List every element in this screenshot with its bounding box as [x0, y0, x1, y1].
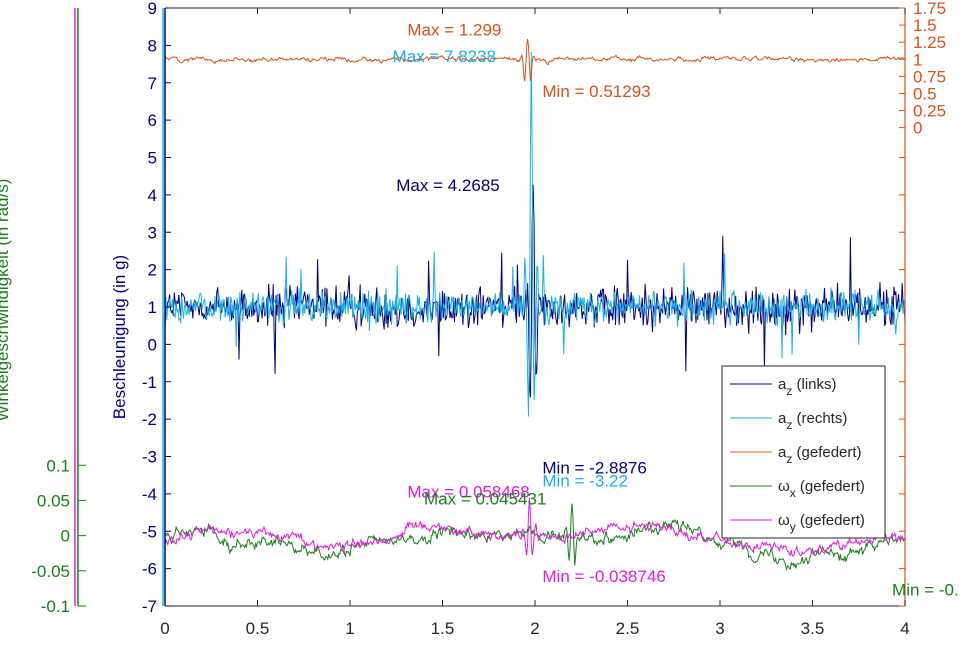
series-line-wy_gefedert: [164, 497, 906, 558]
y-gyro-tick-label: -0.05: [31, 562, 70, 581]
y-gyro-tick-label: 0: [61, 527, 70, 546]
legend-entry: ωy (gefedert): [778, 512, 865, 534]
data-label: Min = 0.51293: [542, 82, 650, 101]
y-gyro-tick-label: -0.1: [41, 597, 70, 616]
x-axis-label: Zeit (in s): [500, 653, 571, 656]
legend-entry: az (links): [778, 376, 837, 398]
y-right-tick-label: 0.25: [913, 102, 946, 121]
data-label: Max = 0.058468: [407, 483, 529, 502]
x-tick-label: 0.5: [246, 619, 270, 638]
y-left-tick-label: -7: [142, 597, 157, 616]
y-left-tick-label: -6: [142, 560, 157, 579]
y-left-tick-label: -2: [142, 410, 157, 429]
y-left-tick-label: 4: [148, 186, 157, 205]
data-label: Min = -2.8876: [542, 458, 646, 477]
legend: az (links) az (rechts) az (gefedert) ωx (ge…: [721, 365, 886, 539]
data-label: Max = 4.2685: [396, 176, 500, 195]
y-left-tick-label: -5: [142, 522, 157, 541]
y-left-tick-label: 6: [148, 111, 157, 130]
y-left-tick-label: 2: [148, 261, 157, 280]
x-tick-label: 2: [530, 619, 539, 638]
y-right-tick-label: 0.75: [913, 67, 946, 86]
series-group: [164, 39, 906, 572]
y-axis-gyro-label: Winkelgeschwindigkeit (in rad/s): [0, 179, 12, 422]
y-right-tick-label: 1.25: [913, 33, 946, 52]
x-tick-label: 1: [345, 619, 354, 638]
y-right-tick-label: 1: [913, 50, 922, 69]
y-left-tick-label: -4: [142, 485, 157, 504]
y-left-tick-label: 5: [148, 149, 157, 168]
y-left-tick-label: 3: [148, 223, 157, 242]
x-tick-label: 3.5: [801, 619, 825, 638]
series-line-az_rechts: [164, 51, 906, 417]
data-label: Max = 0.045431: [424, 490, 546, 509]
series-line-wx_gefedert: [164, 503, 906, 572]
axes-group: 0 0.5 1 1.5 2 2.5 3 3.5 4 -7 -6 -5 -4 -3 -2 -1 0 1 2 3 4 5 6 7 8…: [0, 0, 946, 656]
legend-entry: ωx (gefedert): [778, 478, 865, 500]
y-left-tick-label: -3: [142, 448, 157, 467]
data-label: Min = -3.22: [542, 471, 628, 490]
data-label: Min = -0.: [892, 580, 959, 599]
x-tick-label: 2.5: [616, 619, 640, 638]
x-tick-label: 4: [900, 619, 909, 638]
data-label: Max = 1.299: [407, 20, 501, 39]
legend-entry: az (gefedert): [778, 444, 862, 466]
data-label: Max = 7.8238: [393, 47, 497, 66]
y-left-tick-label: 1: [148, 298, 157, 317]
y-axis-left-label: Beschleunigung (in g): [110, 255, 129, 419]
y-gyro-tick-label: 0.05: [37, 491, 70, 510]
y-left-tick-label: -1: [142, 373, 157, 392]
y-right-tick-label: 1.5: [913, 16, 937, 35]
annotations-group: Max = 1.299 Max = 7.8238 Min = 0.51293 Max …: [393, 20, 959, 599]
y-left-tick-label: 8: [148, 36, 157, 55]
y-left-tick-label: 7: [148, 74, 157, 93]
y-right-tick-label: 0: [913, 119, 922, 138]
series-line-az_gefedert: [164, 39, 906, 82]
y-left-tick-label: 0: [148, 335, 157, 354]
y-right-tick-label: 1.75: [913, 0, 946, 18]
y-gyro-tick-label: 0.1: [46, 456, 70, 475]
x-tick-label: 3: [715, 619, 724, 638]
x-tick-label: 0: [160, 619, 169, 638]
y-right-tick-label: 0.5: [913, 84, 937, 103]
data-label: Min = -0.038746: [542, 567, 665, 586]
legend-entry: az (rechts): [778, 410, 847, 432]
y-left-tick-label: 9: [148, 0, 157, 18]
x-tick-label: 1.5: [431, 619, 455, 638]
